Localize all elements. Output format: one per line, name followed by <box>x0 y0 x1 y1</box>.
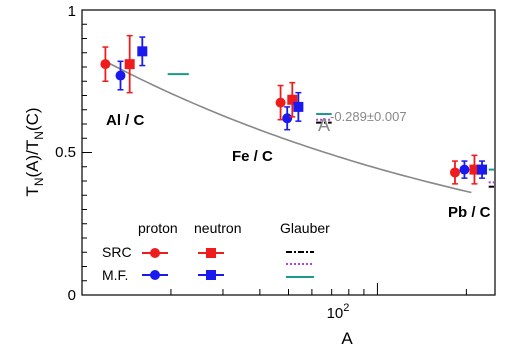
proton-m-f-point-2 <box>459 164 470 175</box>
neutron-m-f-point-1 <box>293 101 304 112</box>
neutron-src-point-1 <box>287 94 298 105</box>
legend-neutron-src-marker <box>206 248 216 258</box>
nucleus-label-fe: Fe / C <box>232 148 273 165</box>
legend-proton-mf-marker <box>150 270 160 280</box>
y-tick-label-0: 0 <box>68 287 76 304</box>
neutron-m-f-point-0 <box>137 46 148 57</box>
proton-src-point-0 <box>100 59 111 70</box>
nucleus-label-pb: Pb / C <box>448 204 491 221</box>
legend-row-mf: M.F. <box>102 267 128 283</box>
legend: proton neutron Glauber SRC M.F. <box>102 220 330 283</box>
proton-m-f-point-1 <box>282 113 293 124</box>
y-axis-title: TN(A)/TN(C) <box>23 107 46 196</box>
x-axis-title: A <box>341 329 353 348</box>
legend-col-glauber: Glauber <box>280 220 330 236</box>
legend-col-proton: proton <box>138 220 178 236</box>
legend-neutron-mf-marker <box>206 270 216 280</box>
legend-row-src: SRC <box>102 244 132 260</box>
fit-label: A-0.289±0.007 <box>318 109 407 135</box>
proton-src-point-2 <box>449 167 460 178</box>
neutron-src-point-0 <box>124 59 135 70</box>
glauber-layer <box>167 73 494 188</box>
y-tick-label-1: 1 <box>68 3 76 20</box>
x-tick-label-100: 102 <box>327 302 350 322</box>
legend-col-neutron: neutron <box>194 220 241 236</box>
legend-proton-src-marker <box>150 248 160 258</box>
neutron-src-point-2 <box>469 164 480 175</box>
fit-curve <box>105 60 472 194</box>
proton-m-f-point-0 <box>115 70 126 81</box>
y-tick-label-0.5: 0.5 <box>55 144 76 161</box>
data-points-layer <box>100 34 488 185</box>
fit-line-layer <box>105 60 472 194</box>
ticks-layer <box>81 9 467 296</box>
neutron-m-f-point-2 <box>477 164 488 175</box>
proton-src-point-1 <box>275 97 286 108</box>
nucleus-label-al: Al / C <box>106 112 145 129</box>
